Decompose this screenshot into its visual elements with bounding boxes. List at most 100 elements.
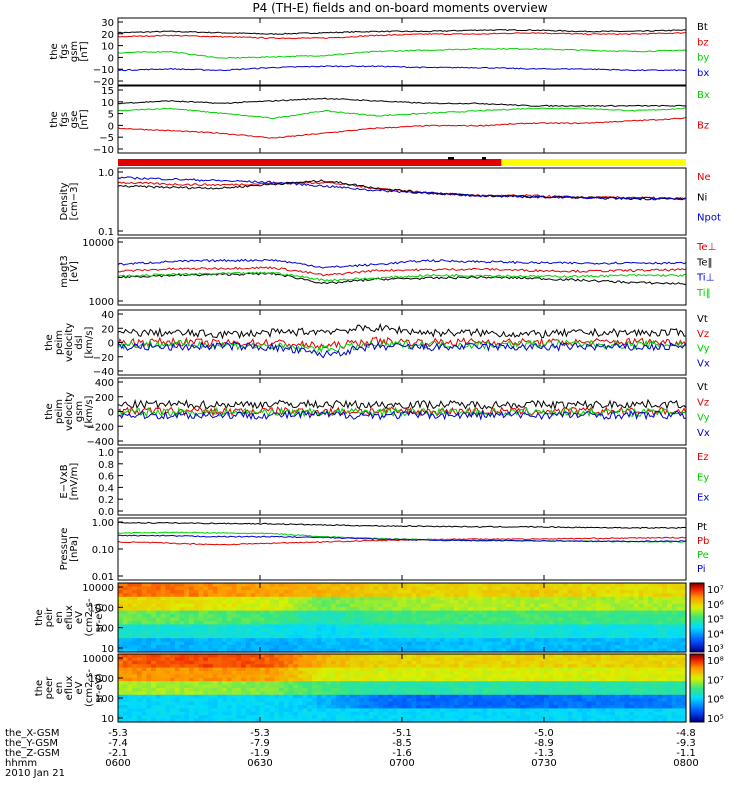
heatmap-cell bbox=[203, 657, 209, 662]
heatmap-cell bbox=[667, 586, 673, 591]
heatmap-cell bbox=[468, 607, 474, 612]
heatmap-cell bbox=[477, 667, 484, 672]
heatmap-cell bbox=[193, 657, 200, 662]
heatmap-cell bbox=[174, 681, 181, 686]
heatmap-cell bbox=[321, 677, 327, 682]
heatmap-cell bbox=[572, 631, 578, 636]
heatmap-cell bbox=[444, 681, 450, 686]
legend-label: bx bbox=[697, 68, 709, 79]
heatmap-cell bbox=[482, 607, 488, 612]
heatmap-cell bbox=[198, 596, 204, 601]
heatmap-cell bbox=[581, 664, 588, 669]
heatmap-cell bbox=[591, 645, 597, 650]
heatmap-cell bbox=[349, 677, 356, 682]
heatmap-cell bbox=[122, 660, 129, 665]
heatmap-cell bbox=[345, 614, 351, 619]
heatmap-cell bbox=[473, 593, 479, 598]
heatmap-cell bbox=[264, 694, 271, 699]
heatmap-cell bbox=[335, 667, 342, 672]
heatmap-cell bbox=[610, 648, 616, 653]
heatmap-cell bbox=[236, 654, 242, 658]
heatmap-cell bbox=[638, 596, 644, 601]
heatmap-cell bbox=[331, 593, 337, 598]
heatmap-cell bbox=[629, 583, 635, 588]
heatmap-cell bbox=[638, 711, 644, 716]
heatmap-cell bbox=[245, 634, 252, 639]
heatmap-cell bbox=[553, 657, 559, 662]
heatmap-cell bbox=[203, 596, 209, 601]
heatmap-cell bbox=[132, 711, 138, 716]
heatmap-cell bbox=[340, 614, 346, 619]
heatmap-cell bbox=[458, 638, 465, 643]
heatmap-cell bbox=[226, 691, 233, 696]
heatmap-cell bbox=[596, 583, 602, 588]
heatmap-cell bbox=[454, 711, 460, 716]
heatmap-cell bbox=[165, 664, 171, 669]
heatmap-cell bbox=[146, 631, 152, 636]
heatmap-cell bbox=[245, 708, 252, 713]
heatmap-cell bbox=[217, 617, 223, 622]
heatmap-cell bbox=[307, 694, 313, 699]
heatmap-cell bbox=[174, 701, 181, 706]
heatmap-cell bbox=[572, 705, 578, 709]
heatmap-cell bbox=[212, 718, 218, 723]
heatmap-cell bbox=[165, 586, 171, 591]
heatmap-cell bbox=[657, 634, 663, 639]
heatmap-cell bbox=[515, 674, 521, 679]
heatmap-cell bbox=[174, 674, 181, 679]
heatmap-cell bbox=[416, 603, 422, 608]
heatmap-cell bbox=[203, 711, 209, 716]
heatmap-cell bbox=[354, 607, 360, 612]
heatmap-cell bbox=[368, 691, 375, 696]
heatmap-cell bbox=[392, 610, 398, 615]
heatmap-cell bbox=[539, 671, 545, 675]
heatmap-cell bbox=[406, 654, 413, 658]
heatmap-cell bbox=[671, 667, 678, 672]
heatmap-cell bbox=[586, 593, 592, 598]
heatmap-cell bbox=[222, 648, 228, 653]
heatmap-cell bbox=[217, 589, 223, 594]
heatmap-cell bbox=[558, 708, 564, 713]
heatmap-cell bbox=[586, 708, 592, 713]
heatmap-cell bbox=[648, 664, 654, 669]
heatmap-cell bbox=[293, 667, 299, 672]
heatmap-cell bbox=[473, 681, 479, 686]
heatmap-cell bbox=[226, 660, 233, 665]
heatmap-cell bbox=[155, 698, 162, 703]
heatmap-cell bbox=[345, 684, 351, 689]
heatmap-cell bbox=[624, 586, 630, 591]
heatmap-cell bbox=[255, 711, 261, 716]
heatmap-cell bbox=[681, 667, 687, 672]
heatmap-cell bbox=[506, 711, 512, 716]
heatmap-cell bbox=[525, 600, 531, 605]
heatmap-cell bbox=[482, 701, 488, 706]
heatmap-cell bbox=[293, 681, 299, 686]
heatmap-cell bbox=[411, 705, 417, 709]
heatmap-cell bbox=[354, 641, 360, 646]
heatmap-cell bbox=[241, 674, 247, 679]
heatmap-cell bbox=[345, 701, 351, 706]
heatmap-cell bbox=[245, 603, 252, 608]
heatmap-cell bbox=[397, 631, 403, 636]
heatmap-cell bbox=[520, 711, 526, 716]
heatmap-cell bbox=[302, 596, 308, 601]
heatmap-cell bbox=[136, 617, 143, 622]
heatmap-cell bbox=[643, 624, 649, 629]
heatmap-cell bbox=[586, 691, 592, 696]
heatmap-cell bbox=[165, 718, 171, 723]
heatmap-cell bbox=[567, 701, 573, 706]
heatmap-cell bbox=[638, 614, 644, 619]
heatmap-cell bbox=[416, 671, 422, 675]
heatmap-cell bbox=[245, 667, 252, 672]
heatmap-cell bbox=[596, 664, 602, 669]
heatmap-cell bbox=[241, 708, 247, 713]
heatmap-cell bbox=[212, 645, 218, 650]
heatmap-cell bbox=[667, 664, 673, 669]
heatmap-cell bbox=[615, 586, 621, 591]
heatmap-cell bbox=[307, 674, 313, 679]
heatmap-cell bbox=[198, 708, 204, 713]
heatmap-cell bbox=[217, 624, 223, 629]
heatmap-cell bbox=[179, 593, 185, 598]
heatmap-cell bbox=[520, 705, 526, 709]
